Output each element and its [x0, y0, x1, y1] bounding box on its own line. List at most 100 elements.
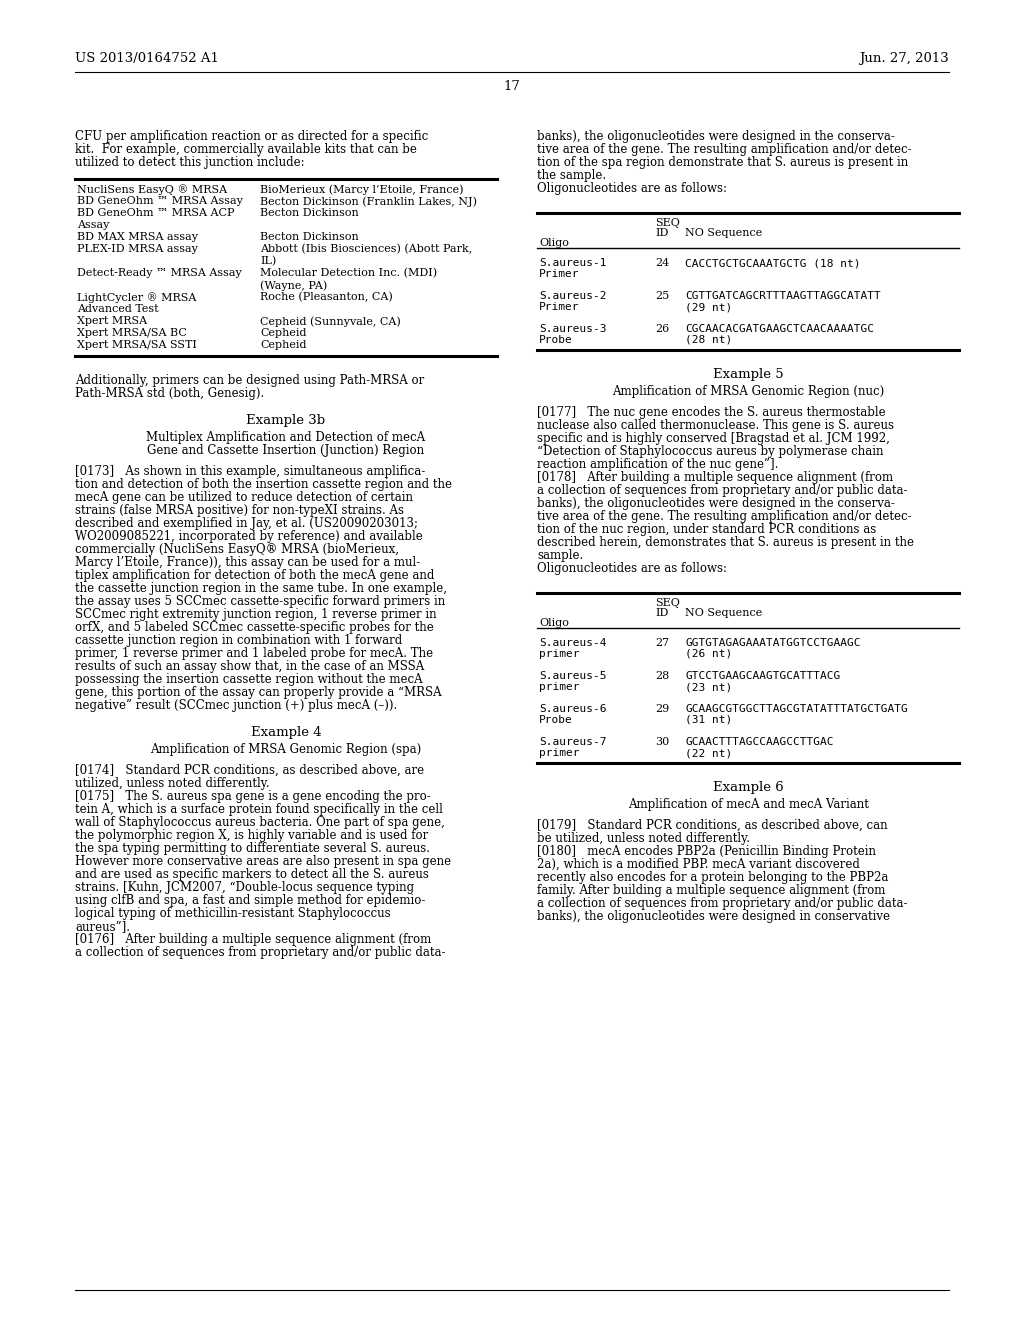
Text: BD MAX MRSA assay: BD MAX MRSA assay [77, 232, 198, 242]
Text: S.aureus-5: S.aureus-5 [539, 671, 606, 681]
Text: gene, this portion of the assay can properly provide a “MRSA: gene, this portion of the assay can prop… [75, 686, 441, 700]
Text: Becton Dickinson: Becton Dickinson [260, 209, 358, 218]
Text: banks), the oligonucleotides were designed in the conserva-: banks), the oligonucleotides were design… [537, 498, 895, 510]
Text: Abbott (Ibis Biosciences) (Abott Park,: Abbott (Ibis Biosciences) (Abott Park, [260, 244, 472, 255]
Text: Jun. 27, 2013: Jun. 27, 2013 [859, 51, 949, 65]
Text: Multiplex Amplification and Detection of mecA: Multiplex Amplification and Detection of… [146, 432, 426, 444]
Text: ID: ID [655, 609, 669, 618]
Text: family. After building a multiple sequence alignment (from: family. After building a multiple sequen… [537, 884, 886, 898]
Text: specific and is highly conserved [Bragstad et al. JCM 1992,: specific and is highly conserved [Bragst… [537, 432, 890, 445]
Text: the spa typing permitting to differentiate several S. aureus.: the spa typing permitting to differentia… [75, 842, 430, 855]
Text: (26 nt): (26 nt) [685, 649, 732, 659]
Text: tive area of the gene. The resulting amplification and/or detec-: tive area of the gene. The resulting amp… [537, 143, 911, 156]
Text: [0173]   As shown in this example, simultaneous amplifica-: [0173] As shown in this example, simulta… [75, 465, 425, 478]
Text: recently also encodes for a protein belonging to the PBP2a: recently also encodes for a protein belo… [537, 871, 889, 884]
Text: sample.: sample. [537, 549, 584, 562]
Text: US 2013/0164752 A1: US 2013/0164752 A1 [75, 51, 219, 65]
Text: kit.  For example, commercially available kits that can be: kit. For example, commercially available… [75, 143, 417, 156]
Text: Advanced Test: Advanced Test [77, 304, 159, 314]
Text: strains (false MRSA positive) for non-typeXI strains. As: strains (false MRSA positive) for non-ty… [75, 504, 404, 517]
Text: (28 nt): (28 nt) [685, 335, 732, 345]
Text: CACCTGCTGCAAATGCTG (18 nt): CACCTGCTGCAAATGCTG (18 nt) [685, 257, 860, 268]
Text: Cepheid: Cepheid [260, 327, 306, 338]
Text: Oligo: Oligo [539, 618, 569, 628]
Text: primer: primer [539, 649, 580, 659]
Text: Example 3b: Example 3b [247, 414, 326, 426]
Text: [0174]   Standard PCR conditions, as described above, are: [0174] Standard PCR conditions, as descr… [75, 764, 424, 777]
Text: Assay: Assay [77, 220, 110, 230]
Text: a collection of sequences from proprietary and/or public data-: a collection of sequences from proprieta… [75, 946, 445, 960]
Text: tion of the nuc region, under standard PCR conditions as: tion of the nuc region, under standard P… [537, 523, 877, 536]
Text: S.aureus-6: S.aureus-6 [539, 704, 606, 714]
Text: 2a), which is a modified PBP. mecA variant discovered: 2a), which is a modified PBP. mecA varia… [537, 858, 860, 871]
Text: Xpert MRSA/SA SSTI: Xpert MRSA/SA SSTI [77, 341, 197, 350]
Text: “Detection of Staphylococcus aureus by polymerase chain: “Detection of Staphylococcus aureus by p… [537, 445, 884, 458]
Text: negative” result (SCCmec junction (+) plus mecA (–)).: negative” result (SCCmec junction (+) pl… [75, 700, 397, 711]
Text: reaction amplification of the nuc gene”].: reaction amplification of the nuc gene”]… [537, 458, 778, 471]
Text: However more conservative areas are also present in spa gene: However more conservative areas are also… [75, 855, 452, 869]
Text: primer, 1 reverse primer and 1 labeled probe for mecA. The: primer, 1 reverse primer and 1 labeled p… [75, 647, 433, 660]
Text: a collection of sequences from proprietary and/or public data-: a collection of sequences from proprieta… [537, 484, 907, 498]
Text: Primer: Primer [539, 269, 580, 279]
Text: GGTGTAGAGAAATATGGTCCTGAAGC: GGTGTAGAGAAATATGGTCCTGAAGC [685, 638, 860, 648]
Text: Probe: Probe [539, 715, 572, 725]
Text: tive area of the gene. The resulting amplification and/or detec-: tive area of the gene. The resulting amp… [537, 510, 911, 523]
Text: S.aureus-3: S.aureus-3 [539, 323, 606, 334]
Text: Molecular Detection Inc. (MDI): Molecular Detection Inc. (MDI) [260, 268, 437, 279]
Text: Amplification of MRSA Genomic Region (nuc): Amplification of MRSA Genomic Region (nu… [612, 385, 884, 399]
Text: utilized, unless noted differently.: utilized, unless noted differently. [75, 777, 269, 789]
Text: tion of the spa region demonstrate that S. aureus is present in: tion of the spa region demonstrate that … [537, 156, 908, 169]
Text: using clfB and spa, a fast and simple method for epidemio-: using clfB and spa, a fast and simple me… [75, 894, 425, 907]
Text: 24: 24 [655, 257, 670, 268]
Text: GCAACTTTAGCCAAGCCTTGAC: GCAACTTTAGCCAAGCCTTGAC [685, 737, 834, 747]
Text: GCAAGCGTGGCTTAGCGTATATTTATGCTGATG: GCAAGCGTGGCTTAGCGTATATTTATGCTGATG [685, 704, 907, 714]
Text: 30: 30 [655, 737, 670, 747]
Text: SEQ: SEQ [655, 218, 680, 228]
Text: strains. [Kuhn, JCM2007, “Double-locus sequence typing: strains. [Kuhn, JCM2007, “Double-locus s… [75, 880, 414, 894]
Text: CGTTGATCAGCRTTTAAGTTAGGCATATT: CGTTGATCAGCRTTTAAGTTAGGCATATT [685, 290, 881, 301]
Text: [0177]   The nuc gene encodes the S. aureus thermostable: [0177] The nuc gene encodes the S. aureu… [537, 407, 886, 418]
Text: Path-MRSA std (both, Genesig).: Path-MRSA std (both, Genesig). [75, 387, 264, 400]
Text: SEQ: SEQ [655, 598, 680, 609]
Text: be utilized, unless noted differently.: be utilized, unless noted differently. [537, 832, 750, 845]
Text: the assay uses 5 SCCmec cassette-specific forward primers in: the assay uses 5 SCCmec cassette-specifi… [75, 595, 445, 609]
Text: Detect-Ready ™ MRSA Assay: Detect-Ready ™ MRSA Assay [77, 268, 242, 279]
Text: tein A, which is a surface protein found specifically in the cell: tein A, which is a surface protein found… [75, 803, 442, 816]
Text: Cepheid (Sunnyvale, CA): Cepheid (Sunnyvale, CA) [260, 315, 400, 326]
Text: WO2009085221, incorporated by reference) and available: WO2009085221, incorporated by reference)… [75, 531, 423, 543]
Text: [0179]   Standard PCR conditions, as described above, can: [0179] Standard PCR conditions, as descr… [537, 818, 888, 832]
Text: Amplification of mecA and mecA Variant: Amplification of mecA and mecA Variant [628, 799, 868, 810]
Text: Roche (Pleasanton, CA): Roche (Pleasanton, CA) [260, 292, 393, 302]
Text: and are used as specific markers to detect all the S. aureus: and are used as specific markers to dete… [75, 869, 429, 880]
Text: 27: 27 [655, 638, 669, 648]
Text: NO Sequence: NO Sequence [685, 609, 762, 618]
Text: Marcy l’Etoile, France)), this assay can be used for a mul-: Marcy l’Etoile, France)), this assay can… [75, 556, 420, 569]
Text: Xpert MRSA: Xpert MRSA [77, 315, 147, 326]
Text: Probe: Probe [539, 335, 572, 345]
Text: S.aureus-4: S.aureus-4 [539, 638, 606, 648]
Text: Amplification of MRSA Genomic Region (spa): Amplification of MRSA Genomic Region (sp… [151, 743, 422, 756]
Text: 17: 17 [504, 81, 520, 92]
Text: CGCAACACGATGAAGCTCAACAAAATGC: CGCAACACGATGAAGCTCAACAAAATGC [685, 323, 874, 334]
Text: aureus”].: aureus”]. [75, 920, 130, 933]
Text: 29: 29 [655, 704, 670, 714]
Text: Gene and Cassette Insertion (Junction) Region: Gene and Cassette Insertion (Junction) R… [147, 444, 425, 457]
Text: Becton Dickinson: Becton Dickinson [260, 232, 358, 242]
Text: Example 4: Example 4 [251, 726, 322, 739]
Text: results of such an assay show that, in the case of an MSSA: results of such an assay show that, in t… [75, 660, 424, 673]
Text: possessing the insertion cassette region without the mecA: possessing the insertion cassette region… [75, 673, 423, 686]
Text: nuclease also called thermonuclease. This gene is S. aureus: nuclease also called thermonuclease. Thi… [537, 418, 894, 432]
Text: GTCCTGAAGCAAGTGCATTTACG: GTCCTGAAGCAAGTGCATTTACG [685, 671, 841, 681]
Text: described herein, demonstrates that S. aureus is present in the: described herein, demonstrates that S. a… [537, 536, 914, 549]
Text: Example 5: Example 5 [713, 368, 783, 381]
Text: BioMerieux (Marcy l’Etoile, France): BioMerieux (Marcy l’Etoile, France) [260, 183, 464, 194]
Text: (22 nt): (22 nt) [685, 748, 732, 758]
Text: S.aureus-1: S.aureus-1 [539, 257, 606, 268]
Text: wall of Staphylococcus aureus bacteria. One part of spa gene,: wall of Staphylococcus aureus bacteria. … [75, 816, 444, 829]
Text: LightCycler ® MRSA: LightCycler ® MRSA [77, 292, 197, 302]
Text: (Wayne, PA): (Wayne, PA) [260, 280, 328, 290]
Text: Example 6: Example 6 [713, 781, 783, 795]
Text: BD GeneOhm ™ MRSA ACP: BD GeneOhm ™ MRSA ACP [77, 209, 234, 218]
Text: primer: primer [539, 682, 580, 692]
Text: BD GeneOhm ™ MRSA Assay: BD GeneOhm ™ MRSA Assay [77, 195, 243, 206]
